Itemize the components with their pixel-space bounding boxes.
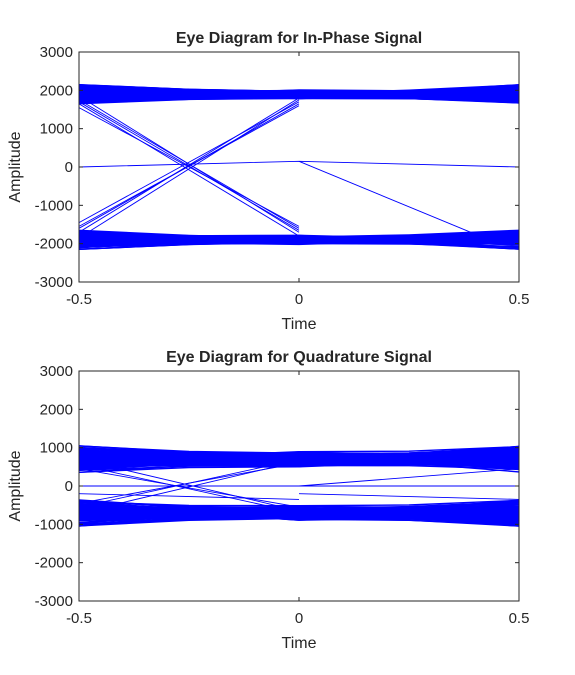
transition-trace — [298, 160, 476, 235]
chart-title: Eye Diagram for In-Phase Signal — [176, 30, 422, 47]
x-tick-label: 0 — [295, 610, 303, 627]
y-tick-label: 1000 — [40, 121, 73, 138]
transition-trace — [79, 464, 300, 514]
y-axis-label: Amplitude — [7, 131, 24, 202]
x-tick-label: -0.5 — [66, 291, 92, 308]
symbol-band-high — [79, 445, 519, 473]
transition-trace — [79, 99, 300, 239]
y-tick-label: 2000 — [40, 401, 73, 418]
y-tick-label: -2000 — [35, 555, 73, 572]
y-tick-label: -3000 — [35, 274, 73, 291]
x-axis-label: Time — [282, 635, 317, 652]
y-tick-label: 3000 — [40, 44, 73, 61]
transition-trace — [298, 493, 519, 500]
subplot-1: -0.5 0 0.5 -3000 -2000 -1000 0 1000 2000 3000 Eye … — [7, 30, 529, 333]
chart-title: Eye Diagram for Quadrature Signal — [166, 349, 432, 366]
y-axis-label: Amplitude — [7, 450, 24, 521]
x-tick-label: 0.5 — [509, 610, 530, 627]
transition-trace — [79, 101, 300, 231]
transition-trace — [79, 458, 300, 512]
axes-box — [78, 51, 520, 283]
y-tick-label: -1000 — [35, 197, 73, 214]
x-tick-label: -0.5 — [66, 610, 92, 627]
eye-traces — [79, 84, 519, 250]
y-tick-label: 3000 — [40, 363, 73, 380]
band-core — [79, 451, 519, 467]
band-core — [79, 505, 519, 521]
subplot-2: -0.5 0 0.5 -3000 -2000 -1000 0 1000 2000 3000 Eye … — [7, 349, 529, 652]
transition-trace — [79, 462, 300, 504]
y-tick-label: -3000 — [35, 593, 73, 610]
symbol-band-low — [79, 499, 519, 527]
band-core — [79, 234, 519, 246]
y-tick-label: 0 — [65, 478, 73, 495]
transition-trace — [79, 103, 300, 237]
x-tick-label: 0.5 — [509, 291, 530, 308]
symbol-band-high — [79, 84, 519, 105]
transition-trace — [79, 97, 300, 233]
x-axis-label: Time — [282, 316, 317, 333]
transition-trace — [79, 101, 300, 223]
eye-traces — [79, 445, 519, 527]
y-tick-label: 2000 — [40, 82, 73, 99]
y-tick-label: 1000 — [40, 440, 73, 457]
zero-trace — [79, 160, 519, 168]
band-core — [79, 88, 519, 100]
y-tick-label: 0 — [65, 159, 73, 176]
y-tick-label: -1000 — [35, 516, 73, 533]
symbol-band-low — [79, 229, 519, 250]
transition-trace — [298, 468, 519, 487]
x-tick-label: 0 — [295, 291, 303, 308]
y-tick-label: -2000 — [35, 236, 73, 253]
transition-trace — [79, 468, 300, 508]
transition-trace — [79, 493, 300, 500]
